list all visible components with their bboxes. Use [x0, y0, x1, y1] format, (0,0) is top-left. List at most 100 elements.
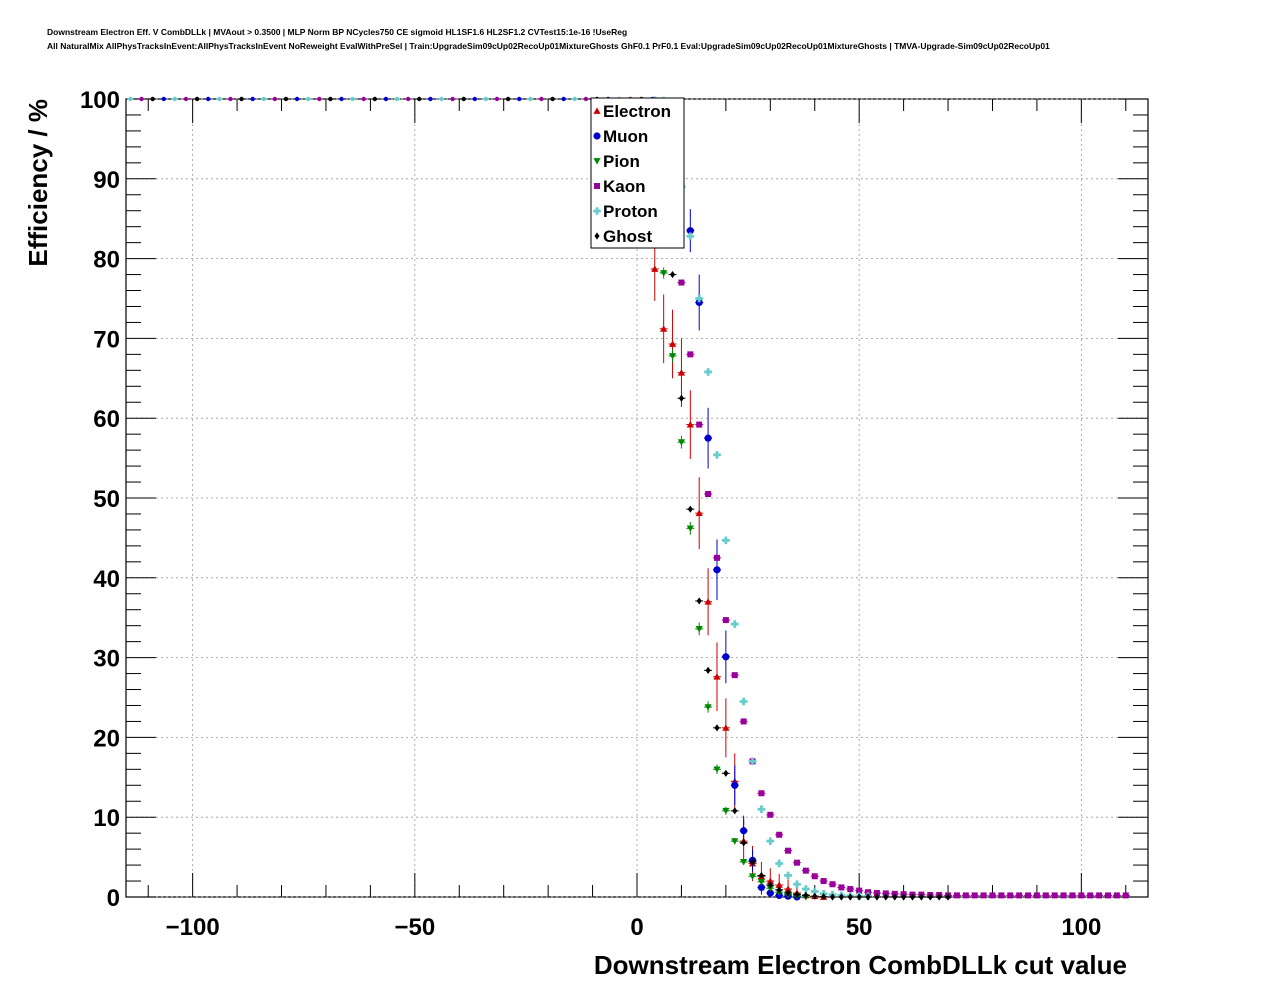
data-point-ghost: [723, 769, 729, 777]
data-point-proton: [704, 368, 712, 376]
data-point-kaon: [740, 718, 747, 725]
y-tick-label: 30: [93, 646, 120, 673]
data-point-ghost: [883, 893, 889, 901]
plateau-point: [261, 96, 266, 102]
data-point-proton: [775, 859, 783, 868]
data-point-kaon: [989, 892, 996, 899]
data-point-kaon: [705, 491, 712, 498]
data-point-kaon: [1096, 892, 1103, 899]
data-point-kaon: [696, 421, 703, 428]
legend-marker-ghost: [594, 232, 600, 240]
plateau-point: [372, 96, 378, 102]
data-point-muon: [713, 566, 721, 574]
data-point-ghost: [794, 891, 800, 899]
data-point-pion: [704, 704, 712, 711]
y-tick-label: 40: [93, 566, 120, 593]
data-point-kaon: [998, 892, 1005, 899]
data-point-electron: [722, 724, 730, 731]
data-point-proton: [730, 620, 739, 628]
data-point-kaon: [793, 859, 800, 866]
data-point-ghost: [856, 893, 862, 901]
data-point-kaon: [811, 873, 818, 880]
data-point-proton: [766, 837, 775, 845]
plateau-point: [417, 96, 422, 102]
data-point-ghost: [732, 807, 738, 815]
plateau-point: [206, 96, 211, 102]
legend-label-ghost: Ghost: [603, 227, 652, 246]
axis-ticks: [126, 98, 1148, 898]
plateau-point: [583, 96, 589, 102]
data-point-kaon: [1060, 892, 1067, 899]
data-point-pion: [660, 270, 668, 277]
data-point-kaon: [1122, 892, 1129, 899]
data-point-kaon: [1051, 892, 1058, 899]
y-tick-label: 50: [93, 486, 120, 513]
y-tick-label: 60: [93, 406, 120, 433]
data-point-proton: [793, 880, 801, 889]
data-point-kaon: [758, 790, 765, 797]
data-point-electron: [704, 598, 712, 605]
data-point-ghost: [945, 893, 951, 901]
x-tick-label: 100: [1061, 914, 1101, 941]
data-point-ghost: [909, 893, 916, 901]
data-point-kaon: [1016, 892, 1023, 899]
data-point-ghost: [927, 893, 933, 901]
data-point-kaon: [1033, 892, 1040, 899]
plateau-point: [539, 96, 544, 102]
data-point-ghost: [776, 886, 782, 894]
plateau-point: [250, 96, 255, 102]
data-point-ghost: [758, 871, 765, 880]
plateau-point: [394, 96, 400, 102]
plateau-point: [483, 96, 489, 102]
data-point-proton: [695, 294, 704, 303]
data-point-kaon: [785, 847, 792, 854]
data-point-ghost: [936, 893, 942, 901]
data-point-ghost: [865, 893, 871, 901]
plateau-point: [305, 96, 311, 102]
plateau-point: [439, 96, 444, 102]
data-point-muon: [757, 883, 766, 892]
legend-label-kaon: Kaon: [603, 177, 646, 196]
data-point-pion: [677, 439, 686, 446]
y-tick-label: 90: [93, 167, 120, 194]
tick-labels: −100 −50 0 50 100 0 10 20 30 40 50 60 70 80 90 100: [80, 87, 1101, 941]
data-point-electron: [668, 340, 677, 347]
data-point-ghost: [678, 394, 685, 402]
data-point-kaon: [873, 890, 880, 897]
data-point-proton: [739, 697, 748, 706]
data-point-ghost: [803, 891, 809, 900]
data-point-kaon: [722, 617, 729, 624]
y-tick-label: 100: [80, 87, 120, 114]
data-point-kaon: [731, 672, 738, 679]
chart-title-line-2: All NaturalMix AllPhysTracksInEvent:AllP…: [47, 41, 1050, 51]
chart-title-line-1: Downstream Electron Eff. V CombDLLk | MV…: [47, 27, 628, 37]
data-point-ghost: [892, 893, 898, 901]
plateau-point: [339, 96, 344, 102]
data-point-electron: [784, 885, 792, 892]
legend-box: [590, 97, 685, 249]
data-point-ghost: [687, 505, 693, 513]
legend-label-proton: Proton: [603, 202, 658, 221]
plateau-point: [572, 96, 577, 102]
data-point-electron: [713, 673, 721, 680]
data-point-muon: [722, 653, 730, 661]
data-point-electron: [651, 265, 659, 272]
data-point-kaon: [802, 867, 809, 874]
data-point-kaon: [776, 831, 783, 838]
data-point-muon: [695, 298, 703, 307]
data-point-kaon: [713, 554, 720, 561]
y-tick-label: 70: [93, 326, 120, 353]
plateau-point: [228, 96, 233, 102]
plateau-point: [405, 96, 411, 102]
plateau-point: [283, 96, 289, 102]
plateau-point: [494, 96, 500, 102]
plateau-point: [172, 96, 178, 102]
plateau-point: [550, 96, 555, 102]
plateau-point: [317, 96, 322, 102]
y-axis-label: Efficiency / %: [23, 99, 53, 267]
x-tick-label: −50: [394, 914, 435, 941]
data-point-proton: [722, 536, 730, 545]
data-point-electron: [686, 420, 694, 428]
data-point-muon: [740, 827, 748, 835]
data-point-kaon: [865, 889, 872, 896]
